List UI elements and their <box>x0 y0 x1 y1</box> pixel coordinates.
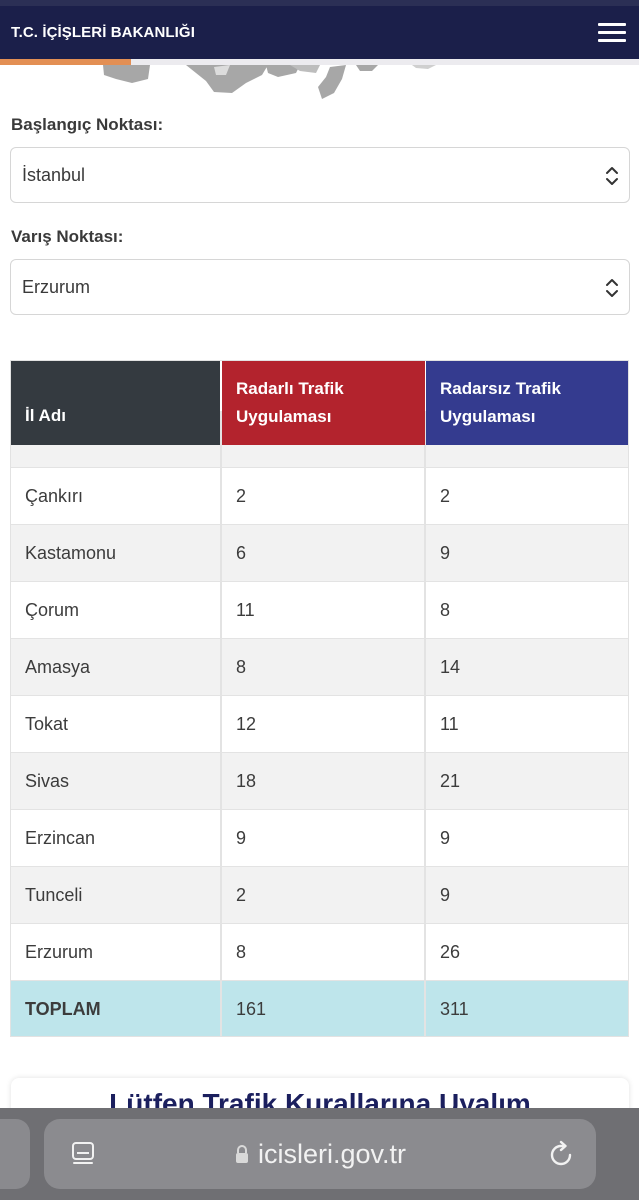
table-row: Çorum 11 8 <box>11 582 628 639</box>
cell-no-radar: 8 <box>440 600 451 620</box>
table-total-row: TOPLAM 161 311 <box>11 981 628 1036</box>
lock-icon <box>236 1145 248 1163</box>
accent-orange-segment <box>0 59 131 65</box>
cell-no-radar: 21 <box>440 771 461 791</box>
cell-no-radar: 9 <box>440 828 451 848</box>
cell-radar: 6 <box>236 543 247 563</box>
cell-no-radar: 14 <box>440 657 461 677</box>
reader-mode-icon[interactable] <box>70 1141 96 1167</box>
cell-radar: 8 <box>236 942 247 962</box>
cell-total-radar: 161 <box>236 999 267 1019</box>
cell-radar: 9 <box>236 828 247 848</box>
cell-province: Erzurum <box>25 942 94 962</box>
select-chevrons-icon <box>606 279 618 297</box>
site-brand[interactable]: T.C. İÇİŞLERİ BAKANLIĞI <box>11 24 195 41</box>
table-row: Amasya 8 14 <box>11 639 628 696</box>
header-radar: Radarlı Trafik Uygulaması <box>222 361 425 445</box>
address-bar[interactable]: icisleri.gov.tr <box>44 1119 596 1189</box>
table-row: Sivas 18 21 <box>11 753 628 810</box>
cell-province: Çankırı <box>25 486 84 506</box>
table-row: Kastamonu 6 9 <box>11 525 628 582</box>
reload-icon[interactable] <box>548 1139 576 1169</box>
start-point-value: İstanbul <box>22 165 86 185</box>
site-header: T.C. İÇİŞLERİ BAKANLIĞI <box>0 0 639 59</box>
select-chevrons-icon <box>606 167 618 185</box>
browser-toolbar: icisleri.gov.tr <box>0 1108 639 1200</box>
table-row: Erzurum 8 26 <box>11 924 628 981</box>
header-no-radar: Radarsız Trafik Uygulaması <box>426 361 628 445</box>
table-body: Karabük Çankırı 2 2 Kastamonu 6 9 Çorum … <box>11 411 628 1036</box>
header-province: İl Adı <box>11 361 220 445</box>
url-text: icisleri.gov.tr <box>258 1139 407 1169</box>
start-point-label: Başlangıç Noktası: <box>11 115 164 134</box>
turkey-map-fragment <box>103 65 436 99</box>
cell-province: Kastamonu <box>25 543 117 563</box>
cell-province: Sivas <box>25 771 70 791</box>
hamburger-menu-icon[interactable] <box>598 20 626 44</box>
cell-province: Çorum <box>25 600 80 620</box>
cell-province: Erzincan <box>25 828 96 848</box>
cell-no-radar: 2 <box>440 486 451 506</box>
table-row: Tunceli 2 9 <box>11 867 628 924</box>
cell-province: Tunceli <box>25 885 83 905</box>
cell-total-label: TOPLAM <box>25 999 101 1019</box>
table-row: Çankırı 2 2 <box>11 468 628 525</box>
cell-province: Tokat <box>25 714 69 734</box>
cell-no-radar: 9 <box>440 543 451 563</box>
start-point-select[interactable]: İstanbul <box>10 147 630 203</box>
end-point-select[interactable]: Erzurum <box>10 259 630 315</box>
cell-total-no-radar: 311 <box>440 999 469 1019</box>
traffic-checks-table[interactable]: İl Adı Radarlı Trafik Uygulaması Radarsı… <box>10 360 629 1037</box>
previous-tab-button[interactable] <box>0 1119 30 1189</box>
table-header: İl Adı Radarlı Trafik Uygulaması Radarsı… <box>11 361 628 445</box>
end-point-label: Varış Noktası: <box>11 227 124 246</box>
cell-radar: 2 <box>236 486 247 506</box>
cell-radar: 12 <box>236 714 257 734</box>
cell-no-radar: 11 <box>440 714 459 734</box>
cell-no-radar: 26 <box>440 942 461 962</box>
end-point-value: Erzurum <box>22 277 91 297</box>
cell-no-radar: 9 <box>440 885 451 905</box>
header-accent-bar <box>0 59 639 65</box>
cell-radar: 11 <box>236 600 255 620</box>
table-row: Erzincan 9 9 <box>11 810 628 867</box>
table-row: Tokat 12 11 <box>11 696 628 753</box>
cell-radar: 18 <box>236 771 257 791</box>
cell-radar: 8 <box>236 657 247 677</box>
cell-province: Amasya <box>25 657 91 677</box>
cell-radar: 2 <box>236 885 247 905</box>
